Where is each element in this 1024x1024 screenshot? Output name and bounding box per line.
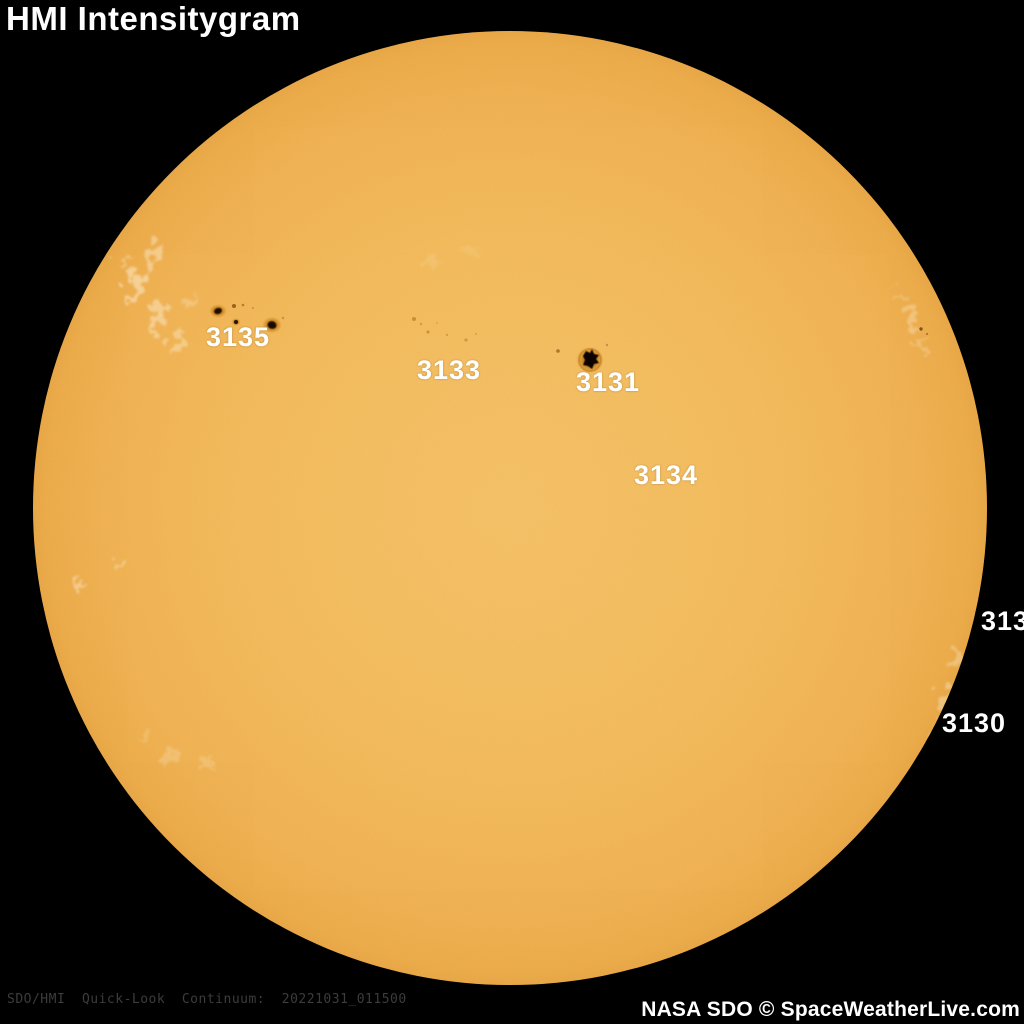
sunspot-label-3135: 3135 xyxy=(206,322,271,352)
sunspot-group-3135 xyxy=(209,303,285,334)
sunspot-group-3131 xyxy=(556,343,609,374)
sunspot-label-3132: 3132 xyxy=(981,606,1024,636)
page-title: HMI Intensitygram xyxy=(6,0,301,37)
sunspot-group-3132-limb-specks xyxy=(919,327,928,335)
sunspot-label-3131: 3131 xyxy=(576,367,641,397)
instrument-timestamp-stamp: SDO/HMI Quick-Look Continuum: 20221031_0… xyxy=(7,992,407,1007)
sunspot-label-3130: 3130 xyxy=(942,708,1007,738)
sunspot-group-3133-pores xyxy=(412,317,477,342)
credit-text: NASA SDO © SpaceWeatherLive.com xyxy=(641,998,1020,1021)
sunspot-label-3134: 3134 xyxy=(634,460,699,490)
sunspot-label-3133: 3133 xyxy=(417,355,482,385)
